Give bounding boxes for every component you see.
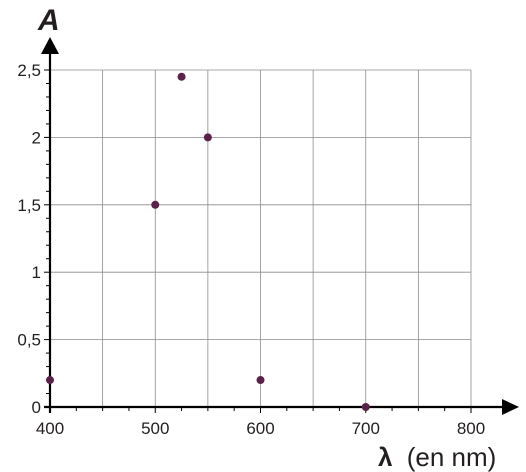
x-axis-symbol: λ [378, 442, 393, 472]
x-axis-title: λ (en nm) [378, 442, 496, 472]
axes [41, 37, 519, 415]
y-tick-label: 0,5 [17, 331, 41, 350]
data-point [256, 376, 265, 385]
x-tick-label: 600 [246, 419, 274, 438]
data-point [361, 403, 370, 411]
x-tick-label: 700 [352, 419, 380, 438]
grid [50, 69, 472, 407]
x-axis-unit: (en nm) [407, 442, 497, 472]
y-tick-label: 1,5 [17, 196, 41, 215]
data-points [46, 72, 370, 411]
y-tick-label: 0 [32, 398, 41, 417]
data-point [177, 72, 186, 81]
tick-labels: 400 500 600 700 800 0 0,5 1 1,5 2 2,5 [17, 61, 485, 438]
data-point [46, 376, 54, 385]
y-tick-label: 2,5 [17, 61, 41, 80]
y-tick-label: 2 [32, 128, 41, 147]
y-axis-arrow [41, 37, 59, 54]
data-point [203, 133, 212, 142]
x-tick-label: 400 [36, 419, 64, 438]
y-axis-title: A [37, 4, 60, 37]
x-tick-label: 500 [141, 419, 169, 438]
y-tick-label: 1 [32, 263, 41, 282]
x-axis-arrow [502, 399, 519, 415]
x-tick-label: 800 [457, 419, 485, 438]
data-point [151, 200, 160, 209]
